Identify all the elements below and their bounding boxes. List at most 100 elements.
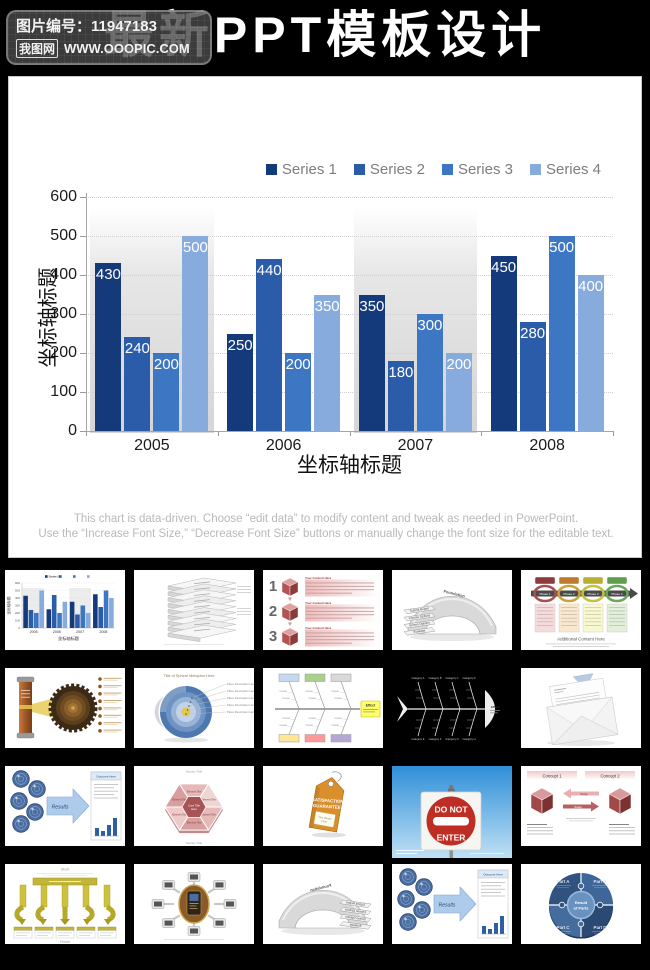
bar-2007-series-3 <box>416 314 443 431</box>
thumbnail-sphere-layers[interactable]: Title of Sphere Metaphor Here Place Descr… <box>134 668 254 748</box>
svg-text:Category B: Category B <box>429 676 442 680</box>
svg-text:Cause: Cause <box>280 723 288 727</box>
legend-item: Series 2 <box>353 161 425 178</box>
svg-text:400: 400 <box>15 596 20 600</box>
thumbnail-hub-spokes[interactable] <box>134 864 254 944</box>
svg-text:2007: 2007 <box>76 630 84 634</box>
y-tick-label: 600 <box>50 188 77 205</box>
bar-chart: 0 100 200 300 400 500 600 430 240 200 500 2005 250 44… <box>9 77 643 559</box>
watermark-site: 我图网 WWW.OOOPIC.COM <box>16 39 202 58</box>
svg-text:Series 4: Series 4 <box>49 575 60 579</box>
svg-text:Section Title: Section Title <box>186 770 203 774</box>
thumbnail-cylinder-gear[interactable] <box>5 668 125 748</box>
svg-text:Finish: Finish <box>60 939 71 944</box>
watermark-image-id: 图片编号：11947183 <box>16 18 157 35</box>
svg-text:Element Title: Element Title <box>172 814 187 817</box>
svg-text:Series 2: Series 2 <box>49 575 60 579</box>
thumbnail-fishbone-light[interactable]: Cause Cause Cause Cause Cause Cause Cause Cause… <box>263 668 383 748</box>
gridline <box>86 236 613 237</box>
thumbnail-spheres-results[interactable]: Results Outcome Here <box>392 864 512 944</box>
gridline <box>86 275 613 276</box>
svg-text:Series 3: Series 3 <box>49 575 60 579</box>
svg-text:Choose Options: Choose Options <box>344 907 366 914</box>
svg-text:Your Content Here: Your Content Here <box>305 626 332 630</box>
legend-label: Series 2 <box>369 161 425 178</box>
svg-text:Start: Start <box>61 867 70 872</box>
category-label: 2007 <box>397 437 434 454</box>
x-tick <box>349 431 351 436</box>
thumbnail-hexagon-segments[interactable]: Section Title Section Title Element Title E… <box>134 766 254 846</box>
svg-text:Phase 3: Phase 3 <box>587 592 598 596</box>
bar-2006-series-3 <box>285 353 312 431</box>
bar-2007-series-2 <box>387 360 414 431</box>
svg-text:DO NOT: DO NOT <box>434 805 468 815</box>
svg-text:Foundation: Foundation <box>443 588 466 598</box>
thumbnail-do-not-enter[interactable]: DO NOT ENTER <box>392 766 512 858</box>
watermark-panel: 图片编号：11947183 我图网 WWW.OOOPIC.COM <box>6 10 212 65</box>
slide-footer-line1: This chart is data-driven. Choose “edit … <box>73 513 579 525</box>
x-tick <box>481 431 483 436</box>
svg-text:Effect: Effect <box>491 705 499 709</box>
svg-text:Cause: Cause <box>283 696 291 700</box>
svg-text:Phase 4: Phase 4 <box>611 592 622 596</box>
thumbnail-mini-bar-chart[interactable]: 0 100 200 300 400 500 600 2005 2006 2007 2008 Serie… <box>5 570 125 650</box>
thumbnail-envelope-graphic <box>521 668 641 748</box>
legend-item: Series 3 <box>441 161 513 178</box>
thumbnail-bridge-steps[interactable]: Foundation Submit Report Choose Options Scr… <box>392 570 512 650</box>
svg-text:Cause: Cause <box>332 689 340 693</box>
svg-text:Cause: Cause <box>283 716 291 720</box>
thumbnail-sphere-layers-graphic: Title of Sphere Metaphor Here Place Descr… <box>134 668 254 748</box>
bar-value-label: 240 <box>124 340 150 358</box>
svg-text:2005: 2005 <box>30 630 38 634</box>
thumbnail-spheres-results[interactable]: Results Outcome Here <box>5 766 125 846</box>
thumbnail-stacked-levels[interactable] <box>134 570 254 650</box>
svg-text:Category E: Category E <box>412 737 425 741</box>
svg-text:Screen Options: Screen Options <box>345 915 367 922</box>
thumbnail-fishbone-dark-graphic: Effect Category A Category E Category B Cate… <box>392 668 512 748</box>
bar-2005-series-1 <box>95 263 122 431</box>
svg-text:Swap: Swap <box>574 805 582 809</box>
svg-text:500: 500 <box>15 589 20 593</box>
svg-text:Results: Results <box>52 805 69 811</box>
header-bar: 最新PPT模板设计 图片编号：11947183 我图网 WWW.OOOPIC.C… <box>0 0 650 66</box>
bar-value-label: 500 <box>549 239 575 256</box>
svg-text:Your Words: Your Words <box>318 815 333 821</box>
bar-2008-series-4 <box>577 275 604 431</box>
svg-text:Series 1: Series 1 <box>49 575 60 579</box>
y-axis-title: 坐标轴标题 <box>37 267 60 368</box>
svg-text:Category F: Category F <box>429 737 442 741</box>
y-tick <box>80 197 86 198</box>
thumbnail-numbered-cubes-graphic: 1 Your Content Here 2 Your Content Here 3 You… <box>263 570 383 650</box>
thumbnail-phase-chain-graphic: Phase 1 Phase 2 Phase 3 Phase 4 Additional C… <box>521 570 641 650</box>
svg-text:Core Title: Core Title <box>188 804 200 808</box>
svg-text:Cause: Cause <box>335 696 343 700</box>
thumbnail-phase-chain[interactable]: Phase 1 Phase 2 Phase 3 Phase 4 Additional C… <box>521 570 641 650</box>
svg-text:Concept 1: Concept 1 <box>542 774 562 779</box>
gridline <box>86 353 613 354</box>
svg-text:Place Description Here: Place Description Here <box>227 689 254 693</box>
svg-text:2: 2 <box>269 603 277 620</box>
svg-text:1: 1 <box>269 578 277 595</box>
thumbnail-concept-swap[interactable]: Concept 1 Concept 2 Swap Swap <box>521 766 641 846</box>
svg-text:坐标轴标题: 坐标轴标题 <box>58 635 80 642</box>
thumbnail-guarantee-tag[interactable]: SATISFACTION GUARANTEE Your Words Here <box>263 766 383 846</box>
thumbnail-parts-circle[interactable]: Result of Parts Part A Part B Part D Part C <box>521 864 641 944</box>
thumbnail-bridge-steps-mirrored[interactable]: Foundation Submit Report Choose Options Scr… <box>263 864 383 944</box>
thumbnail-do-not-enter-graphic: DO NOT ENTER <box>392 766 512 858</box>
category-label: 2005 <box>134 437 170 454</box>
svg-text:600: 600 <box>15 581 20 585</box>
svg-text:Place Description Here: Place Description Here <box>227 703 254 707</box>
slide-preview[interactable]: 0 100 200 300 400 500 600 430 240 200 500 2005 250 44… <box>8 76 642 558</box>
thumbnail-envelope[interactable] <box>521 668 641 748</box>
thumbnail-numbered-cubes[interactable]: 1 Your Content Here 2 Your Content Here 3 You… <box>263 570 383 650</box>
thumbnail-fishbone-dark[interactable]: Effect Category A Category E Category B Cate… <box>392 668 512 748</box>
gridline <box>86 197 613 198</box>
svg-text:Here: Here <box>321 819 328 824</box>
legend-swatch <box>441 164 453 175</box>
thumbnail-ribbon-flow[interactable]: Start Finish <box>5 864 125 944</box>
svg-text:Cause: Cause <box>309 716 317 720</box>
svg-text:Category A: Category A <box>412 676 425 680</box>
bar-value-label: 400 <box>578 278 604 295</box>
legend-item: Series 4 <box>529 161 601 178</box>
